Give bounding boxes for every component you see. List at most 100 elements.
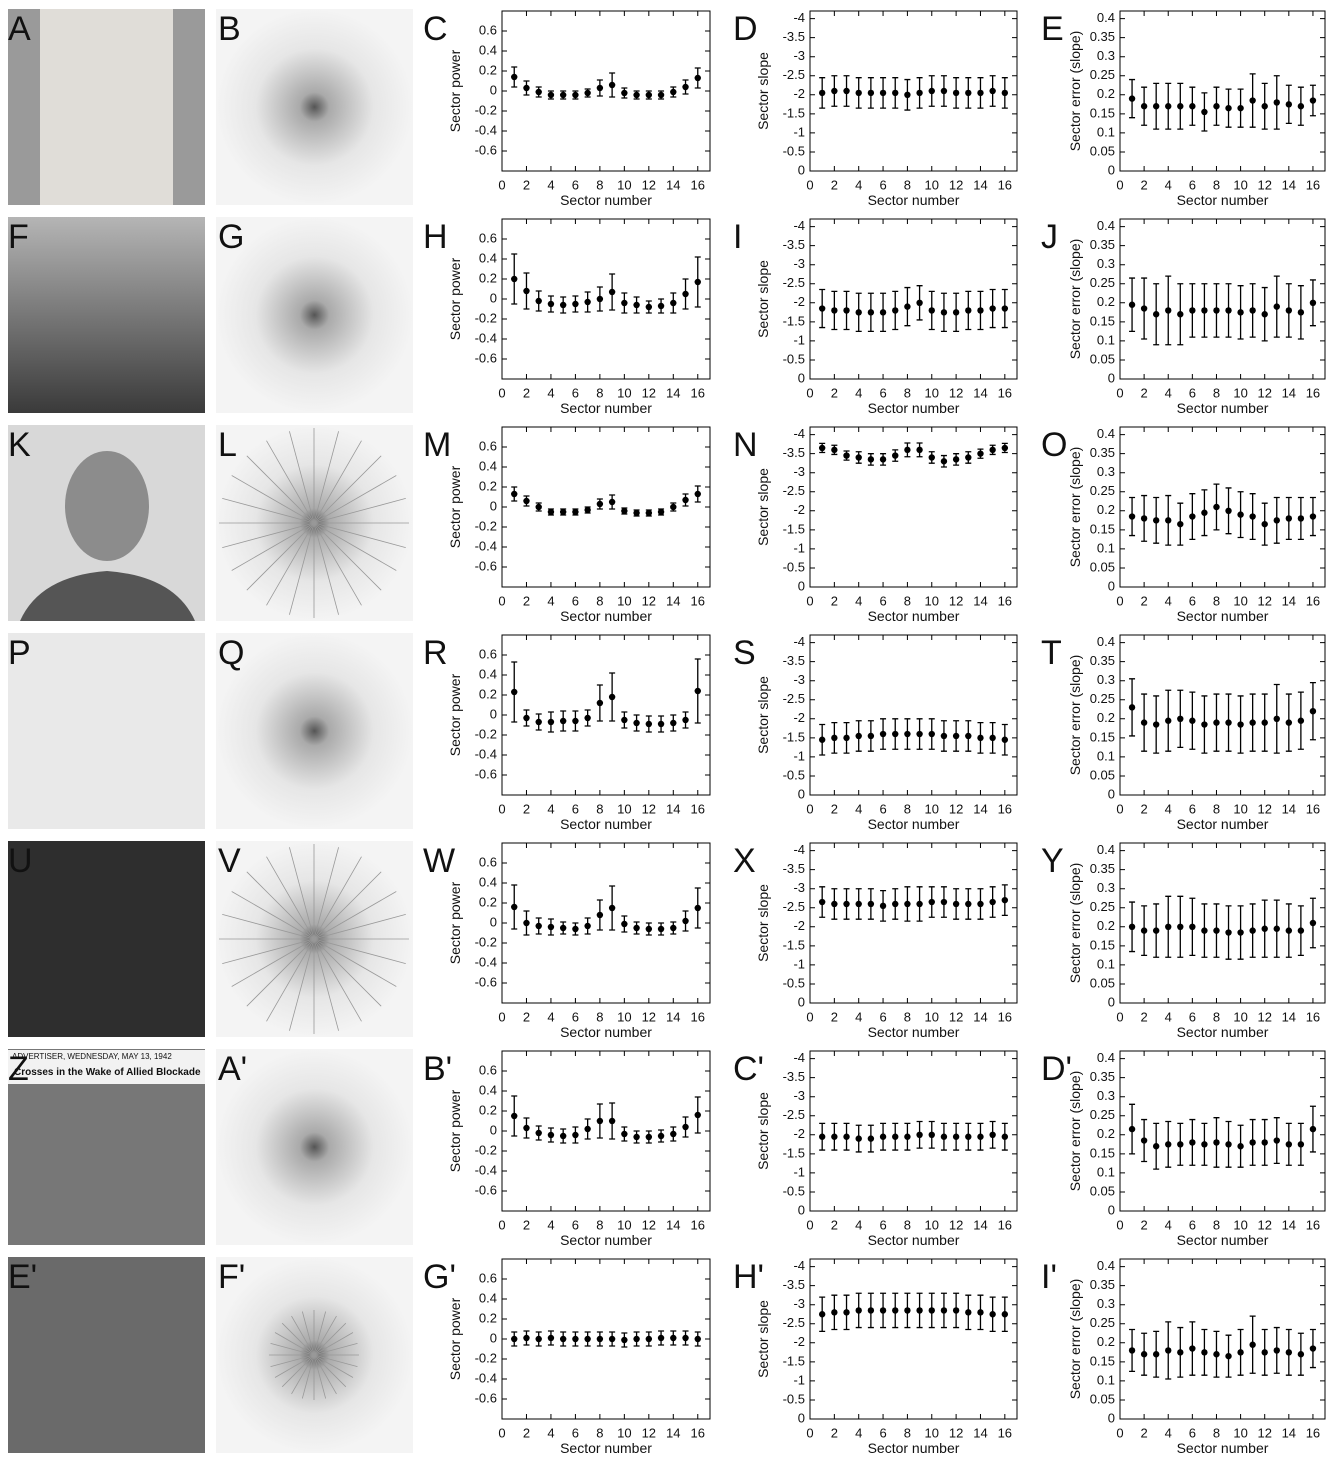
data-point xyxy=(879,902,887,910)
x-tick-label: 4 xyxy=(547,593,554,608)
panel-label: X xyxy=(733,842,756,880)
y-tick-label: -3 xyxy=(793,672,805,687)
data-point xyxy=(1165,1347,1172,1354)
spectrum-streak xyxy=(222,914,406,964)
panel-label: B xyxy=(218,10,241,48)
data-point xyxy=(559,717,567,725)
data-point xyxy=(572,1131,579,1139)
plot-frame xyxy=(501,426,711,588)
y-tick-label: -2.5 xyxy=(783,67,805,82)
y-tick-label: 0 xyxy=(490,1330,497,1345)
data-point xyxy=(952,1307,960,1314)
x-tick-label: 4 xyxy=(547,177,554,192)
plot-frame xyxy=(501,634,711,796)
x-tick-label: 2 xyxy=(1141,177,1148,192)
x-tick-label: 8 xyxy=(904,593,911,608)
x-tick-label: 2 xyxy=(523,1009,530,1024)
data-point xyxy=(892,730,899,738)
panel-label: D' xyxy=(1041,1050,1072,1088)
data-point xyxy=(559,1335,567,1343)
data-point xyxy=(892,1133,899,1140)
x-tick-label: 2 xyxy=(831,593,838,608)
data-point xyxy=(928,898,935,906)
y-tick-label: -3 xyxy=(793,48,805,63)
y-axis-label: Sector power xyxy=(447,673,463,756)
data-point xyxy=(965,454,972,461)
y-tick-label: 0.15 xyxy=(1090,729,1115,744)
data-point xyxy=(892,307,899,314)
x-tick-label: 12 xyxy=(1257,801,1271,816)
caption: Crosses in the Wake of Allied Blockade xyxy=(14,1067,201,1078)
chart: -0.6 -0.4 -0.2 0 0.2 0.4 0.6 0 2 4 6 8 10 12 14 16 Secto… xyxy=(423,426,711,624)
y-tick-label: 0 xyxy=(490,914,497,929)
y-tick-label: -4 xyxy=(793,426,805,441)
x-tick-label: 8 xyxy=(596,1217,603,1232)
data-point xyxy=(657,925,665,933)
data-point xyxy=(1201,1349,1208,1356)
y-tick-label: -4 xyxy=(793,218,805,233)
data-point xyxy=(855,900,862,908)
x-tick-label: 16 xyxy=(691,801,705,816)
data-point xyxy=(523,287,530,295)
x-tick-label: 4 xyxy=(547,1217,554,1232)
y-tick-label: 0.1 xyxy=(1097,124,1115,139)
data-point xyxy=(511,903,518,911)
data-point xyxy=(977,734,984,742)
data-point xyxy=(1237,1143,1244,1150)
data-point xyxy=(1213,719,1220,726)
photo-shirt xyxy=(20,571,195,621)
x-axis-label: Sector number xyxy=(868,608,960,624)
panel-label: W xyxy=(423,842,455,880)
data-point xyxy=(608,498,616,506)
y-tick-label: 0.1 xyxy=(1097,956,1115,971)
plot-frame xyxy=(1119,842,1326,1004)
data-point xyxy=(855,1135,862,1142)
data-point xyxy=(1285,719,1293,726)
y-tick-label: 0.25 xyxy=(1090,67,1115,82)
y-axis-label: Sector power xyxy=(447,257,463,340)
data-point xyxy=(1285,927,1293,934)
y-tick-label: 0.4 xyxy=(479,458,497,473)
data-point xyxy=(1249,927,1256,934)
data-point xyxy=(1225,307,1232,314)
y-tick-label: -1 xyxy=(793,540,805,555)
x-tick-label: 0 xyxy=(498,177,505,192)
y-tick-label: -3.5 xyxy=(783,861,805,876)
data-point xyxy=(1249,513,1256,520)
photo xyxy=(8,633,205,829)
data-point xyxy=(843,1133,850,1140)
data-point xyxy=(989,1311,996,1318)
x-tick-label: 14 xyxy=(666,593,680,608)
data-point xyxy=(1201,1141,1208,1148)
x-tick-label: 16 xyxy=(998,177,1012,192)
data-point xyxy=(572,508,579,516)
data-point xyxy=(843,307,850,314)
x-tick-label: 14 xyxy=(1282,1009,1296,1024)
data-point xyxy=(1189,1139,1196,1146)
data-point xyxy=(1237,929,1244,936)
x-axis-label: Sector number xyxy=(868,400,960,416)
y-tick-label: 0 xyxy=(798,578,805,593)
chart: 0 -0.5 -1 -1.5 -2 -2.5 -3 -3.5 -4 0 2 4 6 8 10 12 14 16 Se… xyxy=(733,1258,1018,1456)
data-point xyxy=(928,730,935,738)
data-point xyxy=(989,898,996,906)
data-point xyxy=(670,88,677,96)
y-tick-label: -0.2 xyxy=(475,1142,497,1157)
data-point xyxy=(1237,104,1244,112)
y-tick-label: -2.5 xyxy=(783,691,805,706)
data-point xyxy=(1261,719,1268,726)
x-tick-label: 0 xyxy=(806,1425,813,1440)
data-point xyxy=(1225,1352,1232,1360)
data-point xyxy=(916,1307,923,1314)
x-tick-label: 16 xyxy=(998,1217,1012,1232)
x-tick-label: 14 xyxy=(666,385,680,400)
x-tick-label: 10 xyxy=(617,1425,631,1440)
data-point xyxy=(855,1307,862,1314)
x-tick-label: 14 xyxy=(666,1217,680,1232)
y-tick-label: -3.5 xyxy=(783,445,805,460)
data-point xyxy=(559,301,567,309)
y-tick-label: -2 xyxy=(793,1334,805,1349)
x-tick-label: 6 xyxy=(572,593,579,608)
data-point xyxy=(1213,103,1220,110)
chart: 0 0.05 0.1 0.15 0.2 0.25 0.3 0.35 0.4 0 2 4 6 8 10 12 14… xyxy=(1041,1258,1326,1456)
